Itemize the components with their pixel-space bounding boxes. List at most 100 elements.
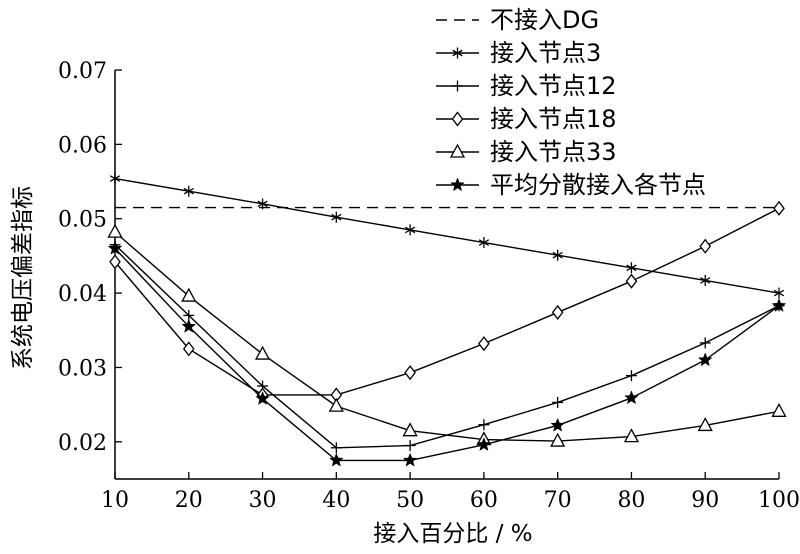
axes: 10 20 30 40 50 60 70 80 90 100 0.02 0.03 0.04 0.05 0.0… xyxy=(58,59,800,513)
y-tick-label: 0.04 xyxy=(58,282,107,307)
point-shape xyxy=(773,200,785,216)
data-point xyxy=(771,298,787,312)
point-shape xyxy=(181,318,197,333)
data-point xyxy=(109,254,121,270)
data-point xyxy=(625,370,637,382)
legend-item: 接入节点33 xyxy=(436,138,617,166)
point-stroke xyxy=(773,289,785,297)
series-layer xyxy=(107,173,787,467)
legend-label: 接入节点3 xyxy=(490,39,601,67)
data-point xyxy=(255,390,270,405)
x-tick-label: 20 xyxy=(175,488,203,513)
point-shape xyxy=(404,365,416,381)
data-point xyxy=(107,223,123,238)
data-point xyxy=(550,417,565,432)
x-tick-label: 50 xyxy=(396,488,424,513)
point-shape xyxy=(697,417,713,432)
series xyxy=(109,200,785,403)
data-point xyxy=(402,452,418,467)
point-shape xyxy=(450,177,465,192)
data-point xyxy=(700,274,711,286)
data-point xyxy=(107,240,123,255)
point-shape xyxy=(254,345,271,360)
legend-item: 接入节点18 xyxy=(436,105,617,133)
data-point xyxy=(771,402,787,417)
point-stroke xyxy=(700,277,711,284)
legend-label: 平均分散接入各节点 xyxy=(490,171,706,199)
series-line xyxy=(114,247,780,462)
data-point xyxy=(330,442,342,454)
legend-item: 平均分散接入各节点 xyxy=(436,171,706,199)
point-shape xyxy=(182,341,195,357)
point-shape xyxy=(181,287,197,302)
x-tick-label: 90 xyxy=(691,488,719,513)
data-point xyxy=(552,249,563,261)
data-point xyxy=(624,390,639,405)
y-tick-label: 0.07 xyxy=(58,59,107,84)
legend-item: 接入节点12 xyxy=(436,72,617,100)
point-shape xyxy=(107,223,123,238)
point-stroke xyxy=(183,187,194,195)
data-point xyxy=(478,237,489,249)
data-point xyxy=(476,437,492,452)
series-line xyxy=(114,177,780,294)
y-tick-label: 0.02 xyxy=(58,431,107,456)
legend-label: 不接入DG xyxy=(490,6,599,34)
y-tick-label: 0.03 xyxy=(58,356,107,381)
point-shape xyxy=(449,143,466,158)
point-shape xyxy=(624,390,639,405)
x-tick-label: 70 xyxy=(544,488,572,513)
point-shape xyxy=(255,390,270,405)
point-shape xyxy=(623,428,640,443)
point-shape xyxy=(625,273,638,289)
x-tick-label: 30 xyxy=(249,488,277,513)
y-tick-label: 0.06 xyxy=(58,133,107,158)
series xyxy=(109,239,785,454)
data-point xyxy=(452,80,463,92)
data-point xyxy=(404,440,416,452)
data-point xyxy=(626,262,637,274)
series xyxy=(109,173,785,299)
data-point xyxy=(699,238,712,254)
y-tick-label: 0.05 xyxy=(58,208,107,233)
point-shape xyxy=(109,254,121,270)
point-shape xyxy=(402,422,418,437)
data-point xyxy=(257,198,268,210)
data-point xyxy=(450,177,465,192)
y-axis-label: 系统电压偏差指标 xyxy=(10,186,36,370)
data-point xyxy=(181,287,197,302)
data-point xyxy=(182,341,195,357)
point-shape xyxy=(771,402,787,417)
data-point xyxy=(697,352,713,367)
data-point xyxy=(405,224,416,236)
point-shape xyxy=(107,240,123,255)
data-point xyxy=(699,337,711,349)
point-shape xyxy=(451,111,464,127)
data-point xyxy=(623,428,640,443)
series-line xyxy=(114,244,780,449)
point-stroke xyxy=(257,200,268,208)
data-point xyxy=(452,47,463,59)
point-shape xyxy=(476,437,492,452)
point-shape xyxy=(697,352,713,367)
point-stroke xyxy=(552,251,563,259)
data-point xyxy=(552,396,564,408)
point-stroke xyxy=(331,213,342,221)
point-shape xyxy=(699,238,712,254)
data-point xyxy=(181,318,197,333)
data-point xyxy=(331,211,342,223)
legend-item: 接入节点3 xyxy=(436,39,601,67)
data-point xyxy=(183,185,194,197)
data-point xyxy=(551,304,564,320)
data-point xyxy=(328,397,344,412)
data-point xyxy=(697,417,713,432)
data-point xyxy=(404,365,416,381)
x-axis-label: 接入百分比 / % xyxy=(373,521,532,547)
point-stroke xyxy=(109,175,121,182)
x-tick-label: 10 xyxy=(101,488,129,513)
x-tick-label: 60 xyxy=(470,488,498,513)
point-stroke xyxy=(452,49,463,57)
series-line xyxy=(114,231,780,442)
point-shape xyxy=(550,432,566,447)
